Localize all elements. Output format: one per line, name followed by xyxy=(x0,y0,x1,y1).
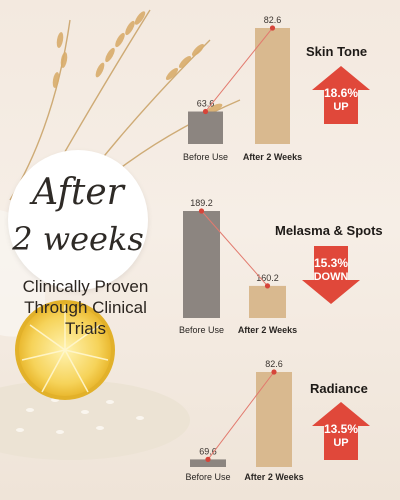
radiance-title: Radiance xyxy=(310,381,368,396)
melasma-spots-change-arrow: 15.3% DOWN xyxy=(300,244,362,306)
before-use-bar xyxy=(183,211,220,318)
trend-line xyxy=(207,371,275,460)
clinical-claim-text: Clinically Proven Through Clinical Trial… xyxy=(8,276,163,339)
badge-line-two-weeks: 2 weeks xyxy=(12,220,144,258)
radiance-change-direction: UP xyxy=(333,437,349,449)
badge-line-after: After xyxy=(32,172,124,213)
melasma-spots-title: Melasma & Spots xyxy=(275,223,383,238)
after-two-weeks-bar xyxy=(249,285,286,318)
bar-value-label: 160.2 xyxy=(256,273,279,283)
skin-tone-change-arrow: 18.6% UP xyxy=(310,64,372,126)
radiance-chart: 69.6 Before Use 82.6 After 2 Weeks xyxy=(185,359,303,482)
trend-line xyxy=(201,210,268,287)
category-label: Before Use xyxy=(179,325,224,335)
data-point-dot xyxy=(271,369,277,375)
before-use-bar xyxy=(188,111,223,144)
melasma-spots-change-percent: 15.3% xyxy=(313,256,349,270)
data-point-dot xyxy=(205,456,211,462)
up-arrow-icon xyxy=(312,66,370,124)
data-point-dot xyxy=(202,108,209,115)
data-point-dot xyxy=(198,208,205,214)
skin-tone-change-direction: UP xyxy=(333,101,349,113)
melasma-spots-panel: 189.2 Before Use 160.2 After 2 Weeks Melasm… xyxy=(170,190,400,350)
melasma-spots-change-direction: DOWN xyxy=(313,271,349,283)
arrow-shape xyxy=(302,246,360,304)
radiance-change-percent: 13.5% xyxy=(323,422,359,436)
bar-value-label: 82.6 xyxy=(265,359,283,369)
skin-tone-chart: 63.6 Before Use 82.6 After 2 Weeks xyxy=(183,15,302,162)
trend-line xyxy=(205,27,273,112)
arrow-shape xyxy=(312,402,370,460)
rice-heap-illustration xyxy=(0,380,190,460)
after-two-weeks-bar xyxy=(256,372,292,467)
skin-tone-change-percent: 18.6% xyxy=(323,86,359,100)
data-point-dot xyxy=(264,283,271,289)
arrow-shape xyxy=(312,66,370,124)
claim-line-1: Clinically Proven xyxy=(22,277,149,296)
after-two-weeks-bar xyxy=(255,28,290,144)
claim-line-3: Trials xyxy=(65,319,106,338)
category-label: After 2 Weeks xyxy=(243,152,302,162)
bar-value-label: 82.6 xyxy=(264,15,282,25)
radiance-panel: 69.6 Before Use 82.6 After 2 Weeks Radiance… xyxy=(170,350,400,500)
bar-value-label: 69.6 xyxy=(199,446,217,456)
melasma-spots-chart: 189.2 Before Use 160.2 After 2 Weeks xyxy=(179,198,297,335)
bar-value-label: 63.6 xyxy=(197,99,215,109)
category-label: After 2 Weeks xyxy=(244,472,303,482)
skin-tone-panel: 63.6 Before Use 82.6 After 2 Weeks Skin Ton… xyxy=(170,0,400,165)
down-arrow-icon xyxy=(302,246,360,304)
rice-grain-cluster xyxy=(52,11,223,121)
after-two-weeks-badge: After 2 weeks xyxy=(8,150,148,290)
category-label: Before Use xyxy=(183,152,228,162)
radiance-change-arrow: 13.5% UP xyxy=(310,400,372,462)
claim-line-2: Through Clinical xyxy=(24,298,147,317)
category-label: After 2 Weeks xyxy=(238,325,297,335)
before-use-bar xyxy=(190,459,226,467)
data-point-dot xyxy=(269,25,276,31)
bar-value-label: 189.2 xyxy=(190,198,213,208)
skin-tone-title: Skin Tone xyxy=(306,44,368,59)
up-arrow-icon xyxy=(312,402,370,460)
category-label: Before Use xyxy=(185,472,230,482)
